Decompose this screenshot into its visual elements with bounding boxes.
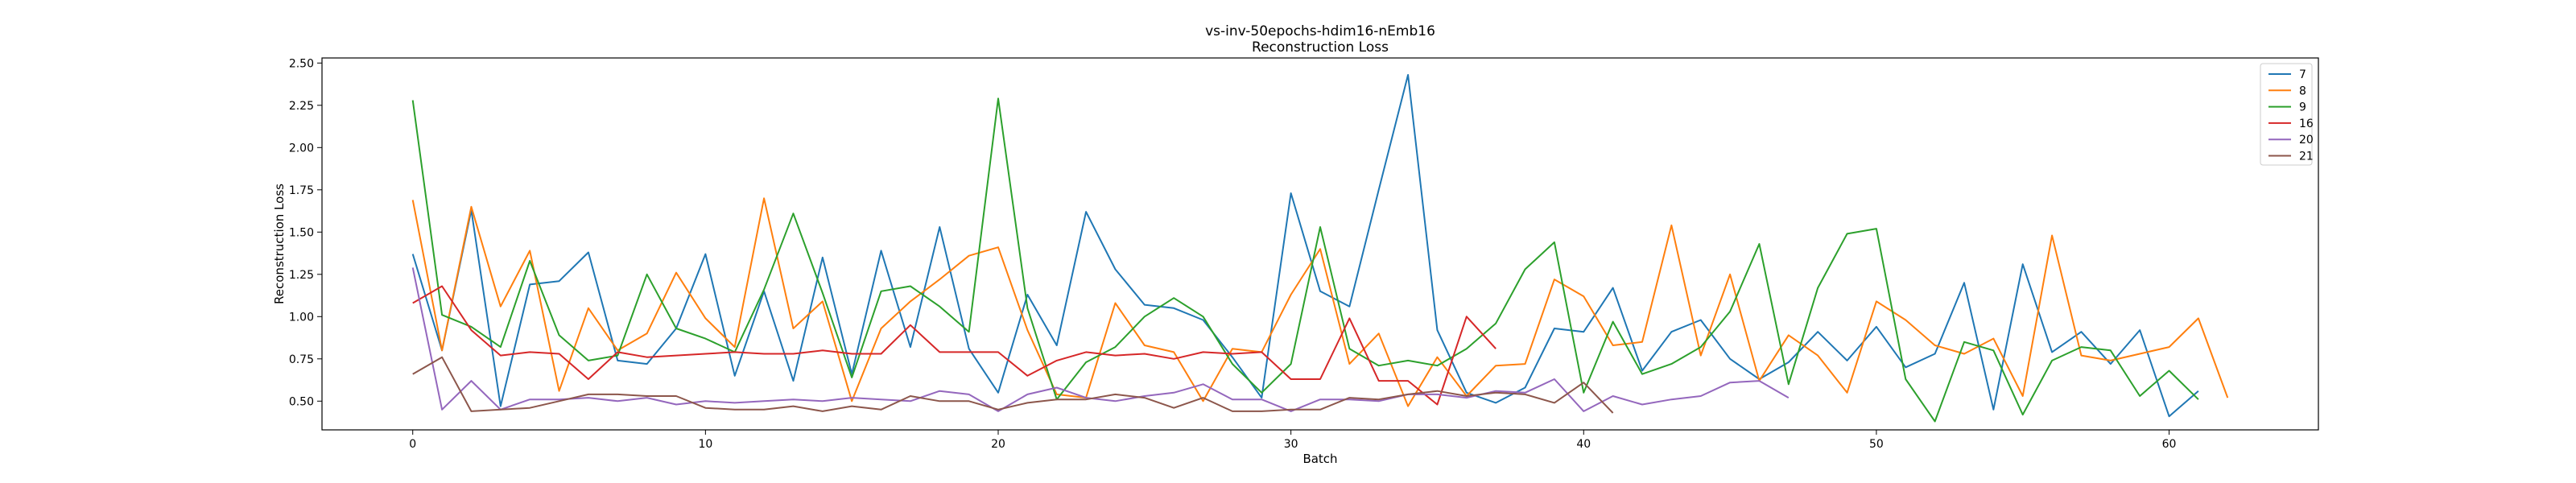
legend-label-7: 7 xyxy=(2299,68,2306,81)
x-axis-label: Batch xyxy=(1302,452,1337,466)
x-tick-label: 40 xyxy=(1576,438,1591,451)
legend-label-8: 8 xyxy=(2299,85,2306,97)
legend-label-20: 20 xyxy=(2299,134,2314,147)
legend-label-9: 9 xyxy=(2299,101,2306,114)
legend-label-16: 16 xyxy=(2299,118,2314,130)
x-axis-ticks: 0 10 20 30 40 50 60 xyxy=(409,430,2176,451)
series-layer xyxy=(411,74,2229,423)
series-line-21 xyxy=(412,356,1614,414)
chart-subtitle: Reconstruction Loss xyxy=(1252,39,1389,56)
y-tick-label: 0.75 xyxy=(289,353,314,366)
y-tick-label: 0.50 xyxy=(289,395,314,408)
series-line-16 xyxy=(412,285,1496,406)
x-tick-label: 30 xyxy=(1284,438,1298,451)
y-tick-label: 1.00 xyxy=(289,311,314,324)
x-tick-label: 60 xyxy=(2162,438,2177,451)
y-axis-ticks: 0.50 0.75 1.00 1.25 1.50 1.75 2.00 2.25 2.50 xyxy=(289,57,322,408)
y-tick-label: 1.50 xyxy=(289,226,314,239)
x-tick-label: 50 xyxy=(1869,438,1884,451)
y-tick-label: 1.25 xyxy=(289,269,314,282)
series-line-7 xyxy=(411,74,2199,418)
x-tick-label: 0 xyxy=(409,438,416,451)
legend-label-21: 21 xyxy=(2299,151,2314,163)
y-axis-label: Reconstruction Loss xyxy=(272,184,287,304)
chart-title: vs-inv-50epochs-hdim16-nEmb16 xyxy=(1205,23,1435,39)
y-tick-label: 2.25 xyxy=(289,100,314,113)
series-line-8 xyxy=(411,197,2229,407)
legend: 7 8 9 16 20 21 xyxy=(2260,63,2314,166)
series-line-20 xyxy=(411,267,1790,412)
x-tick-label: 10 xyxy=(698,438,712,451)
series-line-9 xyxy=(411,97,2199,423)
x-tick-label: 20 xyxy=(991,438,1005,451)
y-tick-label: 1.75 xyxy=(289,184,314,197)
plot-area-frame xyxy=(321,57,2319,431)
y-tick-label: 2.50 xyxy=(289,57,314,70)
legend-entries: 7 8 9 16 20 21 xyxy=(2268,68,2314,163)
y-tick-label: 2.00 xyxy=(289,142,314,155)
